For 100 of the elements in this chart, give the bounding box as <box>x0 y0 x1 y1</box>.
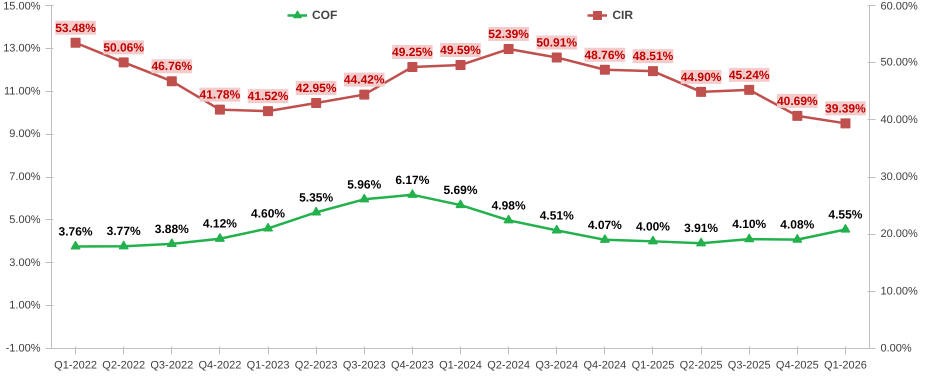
y2-tick-label: 0.00% <box>880 342 912 354</box>
x-tick-label: Q1-2024 <box>439 360 482 372</box>
point <box>70 38 81 48</box>
y-tick-label: -1.00% <box>6 342 41 354</box>
data-label: 4.60% <box>251 206 286 220</box>
data-label: 52.39% <box>488 27 530 42</box>
data-label: 5.69% <box>443 183 478 198</box>
point <box>792 110 802 121</box>
point <box>840 224 850 233</box>
data-label: 45.24% <box>728 68 770 82</box>
x-tick-label: Q3-2022 <box>150 360 194 372</box>
data-label: 44.42% <box>344 72 385 87</box>
y-tick-label: 9.00% <box>9 128 41 140</box>
x-tick-label: Q3-2024 <box>535 360 578 372</box>
x-tick-label: Q3-2023 <box>342 360 386 372</box>
y-tick-label: 13.00% <box>3 42 41 54</box>
data-label: 4.12% <box>202 216 238 231</box>
point <box>118 240 129 250</box>
data-label: 5.35% <box>299 190 334 204</box>
data-label: 44.90% <box>680 70 722 84</box>
y-tick-label: 3.00% <box>9 256 41 269</box>
point <box>263 106 274 116</box>
point <box>214 233 225 242</box>
data-label: 6.17% <box>395 172 430 187</box>
y-tick-label: 15.00% <box>3 0 41 12</box>
point <box>70 240 81 250</box>
data-label: 3.91% <box>684 221 718 236</box>
point <box>648 236 658 244</box>
data-label: 4.55% <box>828 208 863 222</box>
point <box>263 222 274 232</box>
data-label: 41.78% <box>200 88 241 102</box>
data-label: 39.39% <box>825 101 866 116</box>
data-label: 53.48% <box>55 20 96 35</box>
y-tick-label: 5.00% <box>9 214 41 226</box>
data-label: 48.51% <box>632 49 674 64</box>
x-tick-label: Q4-2024 <box>583 360 626 372</box>
point <box>359 90 370 100</box>
point <box>311 98 322 108</box>
x-tick-label: Q4-2022 <box>198 360 242 372</box>
point <box>456 60 466 70</box>
point <box>311 206 322 216</box>
point <box>744 233 754 242</box>
data-label: 50.91% <box>536 35 578 50</box>
y2-tick-label: 60.00% <box>880 0 918 12</box>
y-tick-label: 1.00% <box>9 300 41 312</box>
data-label: 49.25% <box>392 44 434 59</box>
data-label: 48.76% <box>584 48 626 62</box>
x-tick-label: Q4-2025 <box>776 360 819 372</box>
legend-label: CIR <box>612 8 634 22</box>
point <box>456 199 466 208</box>
data-label: 41.52% <box>248 89 289 104</box>
point <box>118 57 129 68</box>
y-tick-label: 7.00% <box>9 171 41 183</box>
point <box>600 234 610 243</box>
x-tick-label: Q2-2025 <box>680 360 722 372</box>
y2-tick-label: 10.00% <box>880 285 918 298</box>
y2-tick-label: 50.00% <box>880 56 918 69</box>
x-tick-label: Q1-2022 <box>54 360 97 372</box>
point <box>166 76 177 86</box>
point <box>504 44 514 54</box>
data-label: 3.77% <box>106 224 142 238</box>
data-label: 3.76% <box>58 224 93 238</box>
data-label: 4.07% <box>588 218 622 232</box>
x-tick-label: Q2-2024 <box>487 360 530 372</box>
data-label: 42.95% <box>296 80 337 95</box>
data-label: 50.06% <box>103 40 144 54</box>
x-tick-label: Q4-2023 <box>390 360 434 372</box>
data-label: 46.76% <box>151 59 192 74</box>
data-label: 40.69% <box>776 94 818 108</box>
data-label: 4.10% <box>732 217 767 232</box>
point <box>504 214 514 224</box>
point <box>214 104 225 115</box>
point <box>696 86 706 97</box>
legend-label: COF <box>312 8 338 22</box>
data-label: 5.96% <box>347 177 382 192</box>
x-tick-label: Q2-2023 <box>294 360 338 372</box>
data-label: 3.88% <box>154 222 190 236</box>
x-tick-label: Q3-2025 <box>728 360 771 372</box>
x-tick-label: Q1-2026 <box>824 360 867 372</box>
point <box>552 52 562 62</box>
data-label: 4.08% <box>780 218 815 232</box>
data-label: 49.59% <box>440 43 482 58</box>
point <box>407 189 418 198</box>
point <box>744 84 754 95</box>
point <box>359 194 370 202</box>
data-label: 4.51% <box>540 208 574 222</box>
y-tick-label: 11.00% <box>4 85 41 98</box>
point <box>840 118 850 128</box>
point <box>600 64 610 75</box>
x-tick-label: Q1-2023 <box>246 360 290 372</box>
y2-tick-label: 30.00% <box>880 171 918 183</box>
x-tick-label: Q2-2022 <box>102 360 146 372</box>
point <box>696 238 706 246</box>
point <box>648 66 658 76</box>
point <box>166 238 177 247</box>
data-label: 4.00% <box>636 219 670 234</box>
y2-tick-label: 20.00% <box>880 228 918 240</box>
x-tick-label: Q1-2025 <box>632 360 674 372</box>
point <box>792 234 802 243</box>
point <box>552 224 562 234</box>
